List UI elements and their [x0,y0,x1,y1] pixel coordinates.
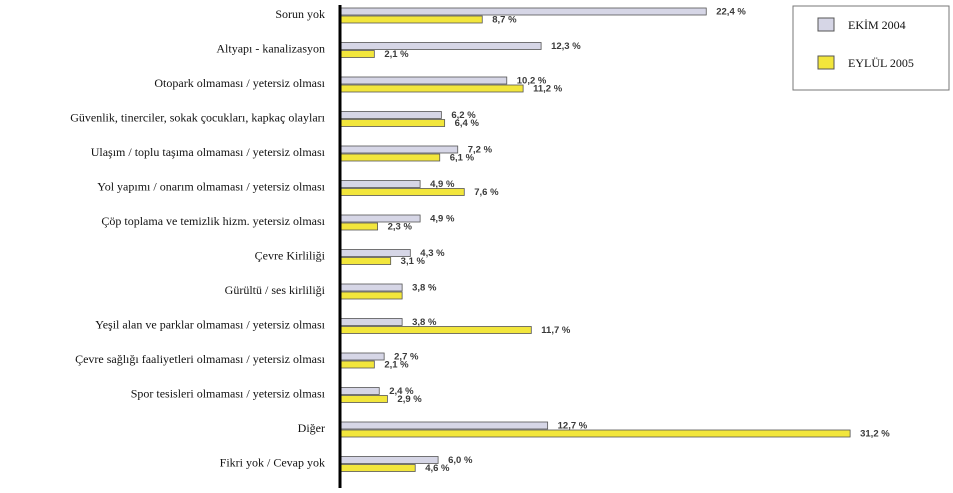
category-label-ulasim-toplu-tasima-olmamasi-yetersiz-olmasi: Ulaşım / toplu taşıma olmaması / yetersi… [91,145,326,159]
bar-ekim-2004-gurultu-ses-kirliligi [339,283,403,292]
bar-eylul-2005-diger [339,429,851,438]
bar-eylul-2005-ulasim-toplu-tasima-olmamasi-yetersiz-olmasi [339,153,441,162]
data-label-ekim-2004-cevre-kirliligi: 4,3 % [420,248,445,259]
bar-ekim-2004-cevre-sagligi-faaliyetleri-olmamasi-yetersiz-olmasi [339,352,385,361]
bar-eylul-2005-gurultu-ses-kirliligi [339,291,403,300]
bar-ekim-2004-yesil-alan-ve-parklar-olmamasi-yetersiz-olmasi [339,318,403,326]
category-label-altyapi-kanalizasyon: Altyapı - kanalizasyon [216,42,325,56]
bar-eylul-2005-cevre-kirliligi [339,257,392,265]
data-label-ekim-2004-altyapi-kanalizasyon: 12,3 % [551,41,581,52]
data-label-ekim-2004-spor-tesisleri-olmamasi-yetersiz-olmasi: 2,4 % [389,386,414,397]
data-label-ekim-2004-ulasim-toplu-tasima-olmamasi-yetersiz-olmasi: 7,2 % [468,145,493,156]
legend-swatch-eylul-2005 [817,55,835,70]
bar-ekim-2004-ulasim-toplu-tasima-olmamasi-yetersiz-olmasi [339,145,459,154]
data-label-eylul-2005-fikri-yok-cevap-yok: 4,6 % [425,463,450,474]
category-label-yol-yapimi-onarim-olmamasi-yetersiz-olmasi: Yol yapımı / onarım olmaması / yetersiz … [97,180,325,194]
bar-eylul-2005-spor-tesisleri-olmamasi-yetersiz-olmasi [339,395,388,403]
bar-eylul-2005-cop-toplama-ve-temizlik-hizm-yetersiz-olmasi [339,222,379,231]
data-label-ekim-2004-yol-yapimi-onarim-olmamasi-yetersiz-olmasi: 4,9 % [430,179,455,190]
category-label-spor-tesisleri-olmamasi-yetersiz-olmasi: Spor tesisleri olmaması / yetersiz olmas… [131,387,326,401]
bar-ekim-2004-sorun-yok [339,7,707,16]
category-label-gurultu-ses-kirliligi: Gürültü / ses kirliliği [225,283,326,297]
legend-label-ekim-2004: EKİM 2004 [848,18,906,32]
data-label-eylul-2005-otopark-olmamasi-yetersiz-olmasi: 11,2 % [533,84,563,95]
data-label-eylul-2005-spor-tesisleri-olmamasi-yetersiz-olmasi: 2,9 % [397,394,422,405]
data-label-eylul-2005-diger: 31,2 % [860,429,890,440]
data-label-eylul-2005-cevre-kirliligi: 3,1 % [401,256,426,267]
legend: EKİM 2004 EYLÜL 2005 [792,5,950,91]
category-label-otopark-olmamasi-yetersiz-olmasi: Otopark olmaması / yetersiz olması [154,76,325,90]
bar-ekim-2004-spor-tesisleri-olmamasi-yetersiz-olmasi [339,387,380,395]
bar-eylul-2005-yesil-alan-ve-parklar-olmamasi-yetersiz-olmasi [339,326,532,334]
data-label-eylul-2005-guvenlik-tinerciler-sokak-cocuklari-kapkac-olaylari: 6,4 % [455,118,480,129]
data-label-ekim-2004-diger: 12,7 % [558,421,588,432]
bar-eylul-2005-otopark-olmamasi-yetersiz-olmasi [339,84,524,93]
bar-ekim-2004-yol-yapimi-onarim-olmamasi-yetersiz-olmasi [339,180,421,188]
data-label-ekim-2004-cevre-sagligi-faaliyetleri-olmamasi-yetersiz-olmasi: 2,7 % [394,352,419,363]
data-label-ekim-2004-guvenlik-tinerciler-sokak-cocuklari-kapkac-olaylari: 6,2 % [451,110,476,121]
legend-swatch-ekim-2004 [817,17,835,32]
bar-ekim-2004-guvenlik-tinerciler-sokak-cocuklari-kapkac-olaylari [339,111,442,119]
bar-eylul-2005-guvenlik-tinerciler-sokak-cocuklari-kapkac-olaylari [339,119,446,127]
data-label-eylul-2005-yol-yapimi-onarim-olmamasi-yetersiz-olmasi: 7,6 % [474,187,499,198]
legend-box [792,5,950,91]
data-label-eylul-2005-cop-toplama-ve-temizlik-hizm-yetersiz-olmasi: 2,3 % [388,222,413,233]
bars-layer: Sorun yok 22,4 % 8,7 % Altyapı - kanalizasy… [70,7,890,475]
bar-eylul-2005-sorun-yok [339,15,483,24]
category-label-cevre-kirliligi: Çevre Kirliliği [255,249,326,263]
data-label-ekim-2004-yesil-alan-ve-parklar-olmamasi-yetersiz-olmasi: 3,8 % [412,317,437,328]
category-label-diger: Diğer [298,421,325,435]
data-label-ekim-2004-gurultu-ses-kirliligi: 3,8 % [412,283,437,294]
data-label-eylul-2005-ulasim-toplu-tasima-olmamasi-yetersiz-olmasi: 6,1 % [450,153,475,164]
data-label-ekim-2004-fikri-yok-cevap-yok: 6,0 % [448,455,473,466]
bar-eylul-2005-fikri-yok-cevap-yok [339,464,416,472]
category-label-yesil-alan-ve-parklar-olmamasi-yetersiz-olmasi: Yeşil alan ve parklar olmaması / yetersi… [95,318,325,332]
bar-eylul-2005-yol-yapimi-onarim-olmamasi-yetersiz-olmasi [339,188,465,196]
data-label-ekim-2004-cop-toplama-ve-temizlik-hizm-yetersiz-olmasi: 4,9 % [430,214,455,225]
bar-ekim-2004-fikri-yok-cevap-yok [339,456,439,464]
data-label-eylul-2005-yesil-alan-ve-parklar-olmamasi-yetersiz-olmasi: 11,7 % [541,325,571,336]
bar-ekim-2004-otopark-olmamasi-yetersiz-olmasi [339,76,508,85]
category-label-cevre-sagligi-faaliyetleri-olmamasi-yetersiz-olmasi: Çevre sağlığı faaliyetleri olmaması / ye… [75,352,326,366]
bar-ekim-2004-diger [339,421,549,430]
data-label-eylul-2005-sorun-yok: 8,7 % [492,15,517,26]
category-label-guvenlik-tinerciler-sokak-cocuklari-kapkac-olaylari: Güvenlik, tinerciler, sokak çocukları, k… [70,111,325,125]
data-label-ekim-2004-sorun-yok: 22,4 % [716,7,746,18]
bar-eylul-2005-cevre-sagligi-faaliyetleri-olmamasi-yetersiz-olmasi [339,360,375,369]
bar-eylul-2005-altyapi-kanalizasyon [339,50,375,58]
data-label-ekim-2004-otopark-olmamasi-yetersiz-olmasi: 10,2 % [517,76,547,87]
category-label-sorun-yok: Sorun yok [275,7,325,21]
category-label-cop-toplama-ve-temizlik-hizm-yetersiz-olmasi: Çöp toplama ve temizlik hizm. yetersiz o… [101,214,325,228]
category-label-fikri-yok-cevap-yok: Fikri yok / Cevap yok [220,456,325,470]
legend-label-eylul-2005: EYLÜL 2005 [848,56,914,70]
data-label-eylul-2005-altyapi-kanalizasyon: 2,1 % [384,49,409,60]
data-label-eylul-2005-cevre-sagligi-faaliyetleri-olmamasi-yetersiz-olmasi: 2,1 % [384,360,409,371]
bar-ekim-2004-altyapi-kanalizasyon [339,42,542,50]
